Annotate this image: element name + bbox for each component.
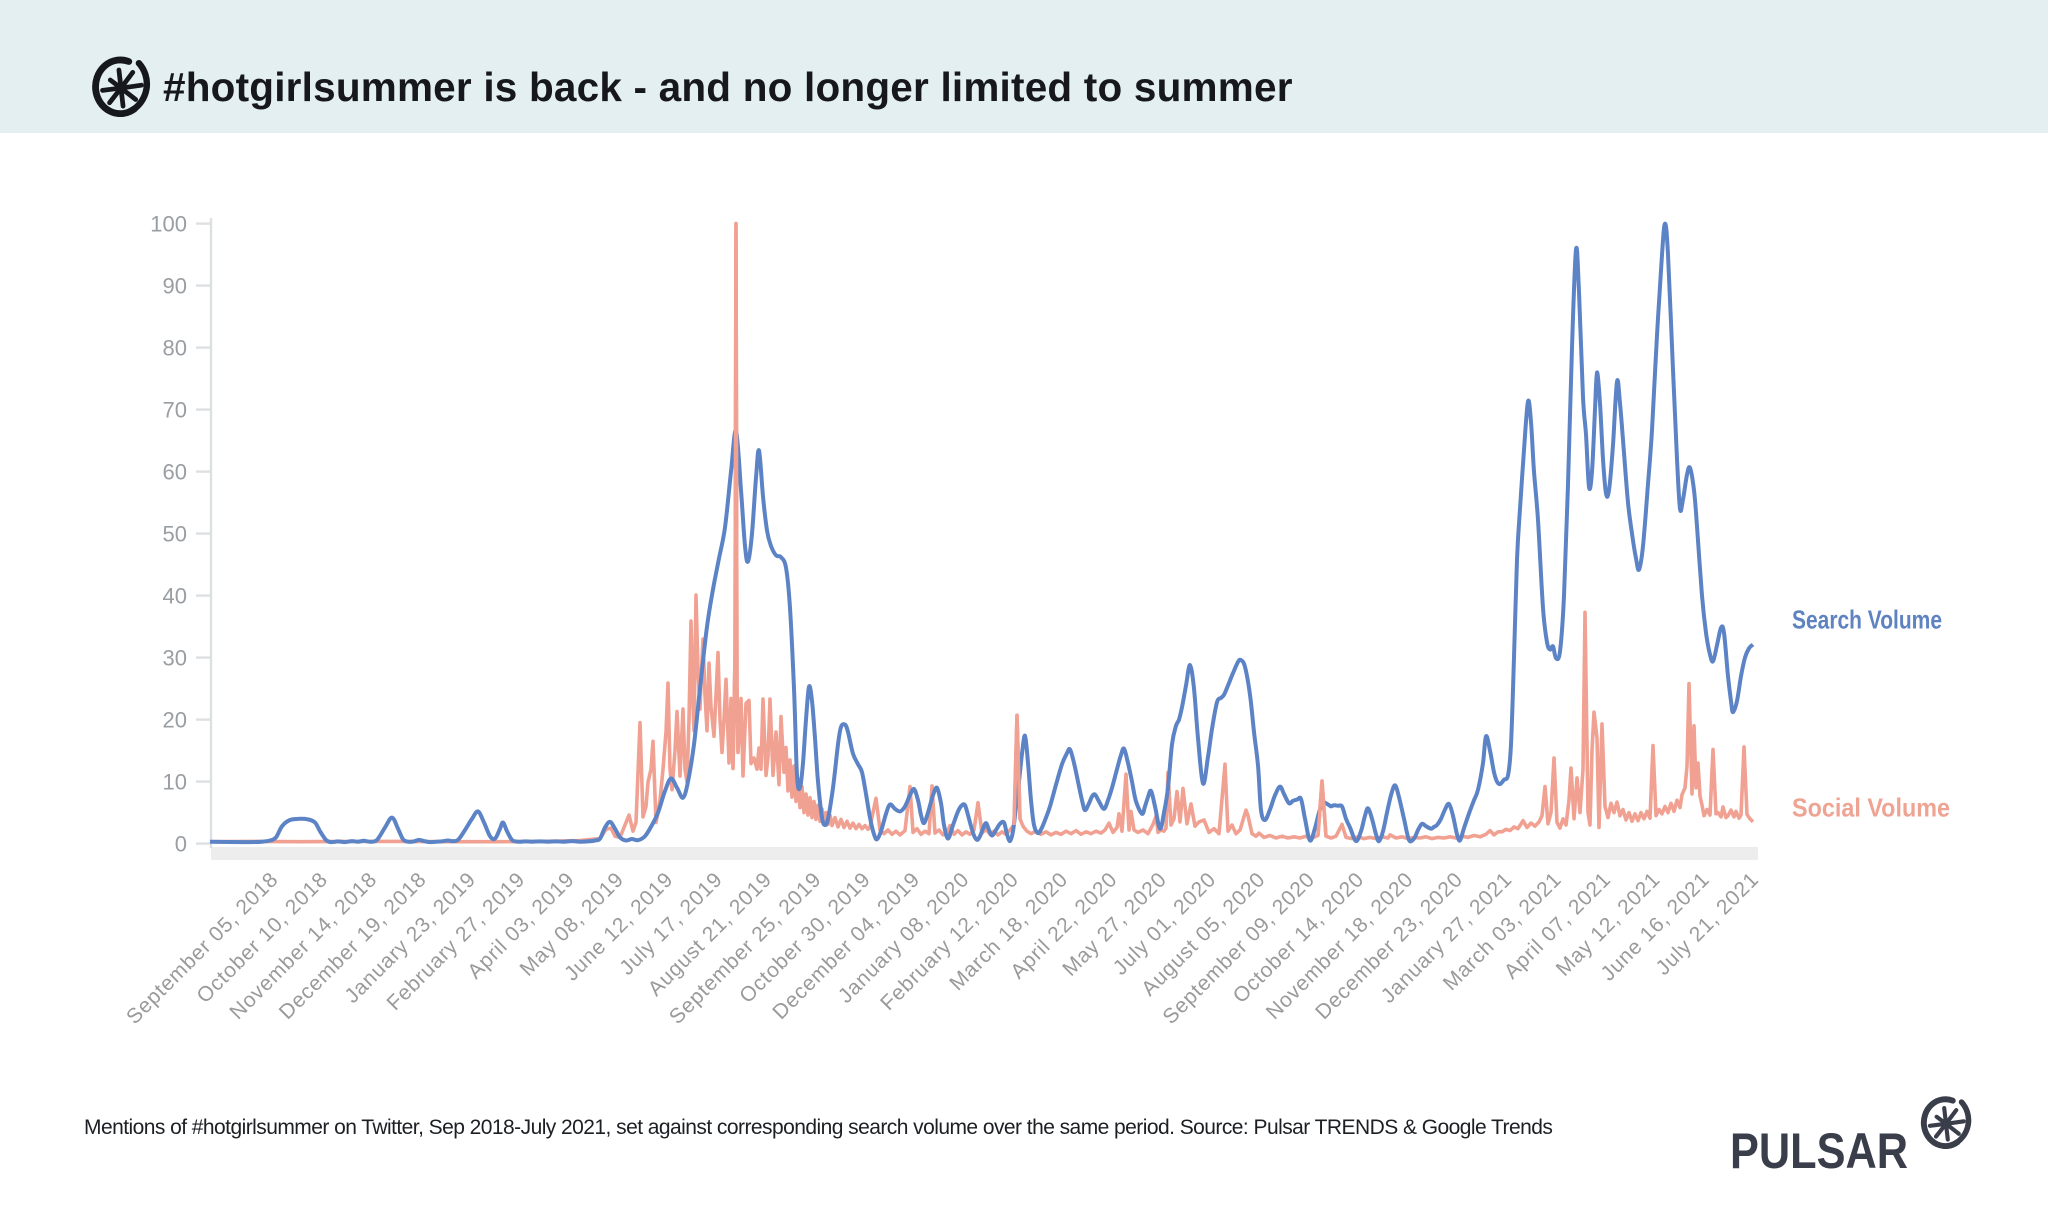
svg-text:100: 100: [150, 212, 187, 237]
svg-text:80: 80: [163, 336, 187, 361]
svg-text:90: 90: [163, 274, 187, 299]
svg-text:30: 30: [163, 646, 187, 671]
svg-text:20: 20: [163, 708, 187, 733]
svg-text:10: 10: [163, 770, 187, 795]
svg-text:50: 50: [163, 522, 187, 547]
svg-text:0: 0: [175, 832, 187, 857]
svg-text:60: 60: [163, 460, 187, 485]
svg-text:Social Volume: Social Volume: [1792, 793, 1950, 823]
svg-text:Search Volume: Search Volume: [1792, 605, 1942, 635]
svg-text:70: 70: [163, 398, 187, 423]
svg-text:40: 40: [163, 584, 187, 609]
